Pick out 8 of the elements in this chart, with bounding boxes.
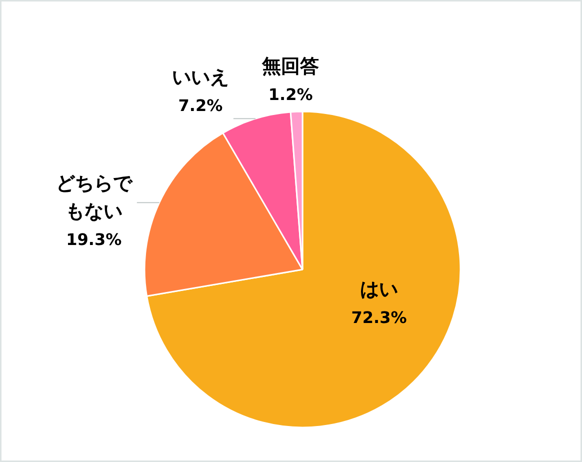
slice-label: はい bbox=[360, 278, 398, 301]
slice-label: どちらでもない bbox=[56, 172, 133, 223]
data-label: 19.3% bbox=[66, 230, 122, 250]
data-label: 72.3% bbox=[351, 308, 407, 328]
slice-label: 無回答 bbox=[261, 55, 320, 78]
data-label: 7.2% bbox=[178, 96, 223, 115]
data-label: 1.2% bbox=[268, 84, 313, 104]
slice-label: いいえ bbox=[172, 66, 229, 88]
